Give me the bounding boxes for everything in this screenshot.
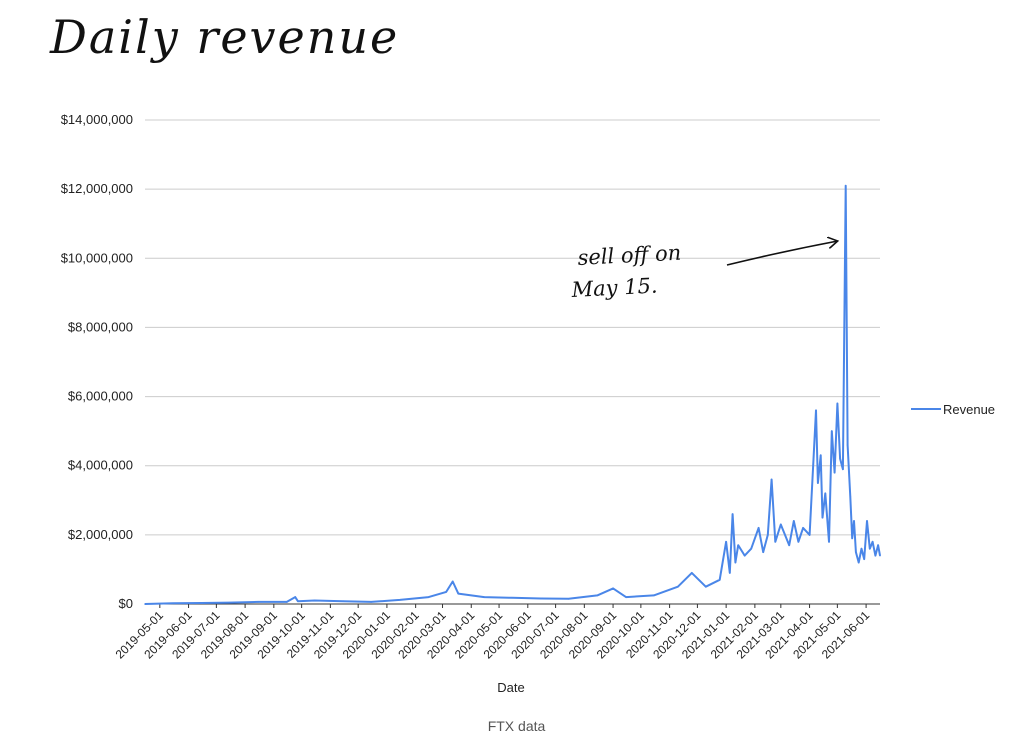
data-point — [200, 602, 203, 604]
data-point — [445, 591, 448, 593]
x-axis — [145, 603, 880, 608]
data-point — [737, 544, 739, 547]
data-point — [427, 596, 430, 598]
grid-lines — [145, 119, 880, 605]
data-point — [815, 409, 817, 412]
series-layer — [144, 184, 881, 605]
data-point — [370, 601, 372, 603]
data-point — [839, 458, 841, 460]
data-point — [729, 572, 731, 574]
data-point — [677, 585, 679, 588]
data-point — [855, 551, 857, 553]
data-point — [871, 540, 874, 543]
data-point — [869, 547, 871, 550]
data-point — [762, 551, 765, 553]
data-point — [844, 184, 847, 187]
data-point — [757, 527, 760, 529]
data-point — [774, 540, 777, 543]
data-point — [788, 544, 790, 547]
y-tick-label: $6,000,000 — [68, 389, 133, 404]
y-tick-label: $12,000,000 — [61, 181, 133, 196]
data-point — [294, 596, 296, 598]
data-point — [511, 596, 513, 599]
annotation: sell off on May 15. — [570, 241, 838, 302]
x-tick-labels: 2019-05-012019-06-012019-07-012019-08-01… — [113, 608, 873, 662]
y-tick-label: $10,000,000 — [61, 250, 133, 265]
data-point — [653, 594, 655, 597]
data-point — [853, 520, 855, 522]
data-point — [851, 537, 853, 540]
y-tick-labels: $0 $2,000,000 $4,000,000 $6,000,000 $8,000,0… — [61, 112, 133, 611]
legend-label: Revenue — [943, 402, 995, 417]
data-point — [750, 547, 752, 550]
data-point — [819, 454, 822, 457]
y-tick-label: $14,000,000 — [61, 112, 133, 127]
data-point — [342, 600, 345, 603]
data-point — [860, 547, 863, 550]
data-point — [718, 579, 721, 581]
data-point — [833, 471, 836, 474]
data-point — [877, 544, 879, 547]
data-point — [228, 601, 231, 604]
chart-title: Daily revenue — [50, 10, 400, 64]
y-tick-label: $2,000,000 — [68, 527, 133, 542]
data-point — [734, 561, 737, 564]
data-point — [612, 587, 614, 590]
data-point — [451, 580, 454, 583]
data-point — [743, 554, 746, 557]
data-point — [596, 594, 599, 597]
annotation-text-line1: sell off on — [577, 241, 682, 270]
data-point — [172, 602, 174, 605]
data-point — [313, 599, 316, 602]
data-point — [793, 520, 795, 522]
data-point — [857, 561, 860, 564]
data-point — [802, 527, 804, 529]
y-tick-label: $8,000,000 — [68, 319, 133, 334]
data-point — [808, 534, 811, 536]
data-point — [297, 600, 299, 603]
data-point — [704, 585, 707, 588]
data-point — [863, 558, 866, 560]
data-point — [849, 496, 852, 498]
data-point — [836, 402, 839, 405]
data-point — [821, 516, 824, 519]
legend: Revenue — [911, 402, 995, 417]
y-tick-label: $4,000,000 — [68, 458, 133, 473]
annotation-text-line2: May 15. — [570, 274, 658, 303]
data-point — [842, 468, 844, 470]
data-point — [625, 596, 627, 598]
data-point — [824, 492, 827, 495]
annotation-arrow — [726, 241, 838, 266]
data-point — [539, 597, 542, 600]
data-point — [767, 534, 769, 536]
y-tick-label: $0 — [119, 596, 133, 611]
data-point — [457, 592, 460, 595]
data-point — [257, 601, 259, 603]
data-point — [399, 599, 401, 601]
data-point — [831, 430, 833, 432]
x-axis-title: Date — [497, 680, 524, 695]
data-point — [879, 554, 881, 557]
data-point — [144, 603, 146, 605]
data-point — [797, 540, 800, 543]
data-point — [725, 540, 727, 543]
data-point — [780, 523, 782, 526]
data-point — [483, 596, 486, 598]
data-point — [286, 601, 288, 603]
caption: FTX data — [487, 718, 546, 734]
data-point — [817, 482, 819, 484]
data-point — [567, 598, 570, 600]
data-point — [866, 520, 868, 522]
data-point — [731, 513, 734, 515]
data-point — [874, 554, 877, 557]
series-line-revenue — [144, 184, 881, 605]
data-point — [846, 444, 849, 446]
data-point — [828, 540, 830, 543]
data-point — [691, 572, 693, 574]
data-point — [770, 478, 773, 481]
